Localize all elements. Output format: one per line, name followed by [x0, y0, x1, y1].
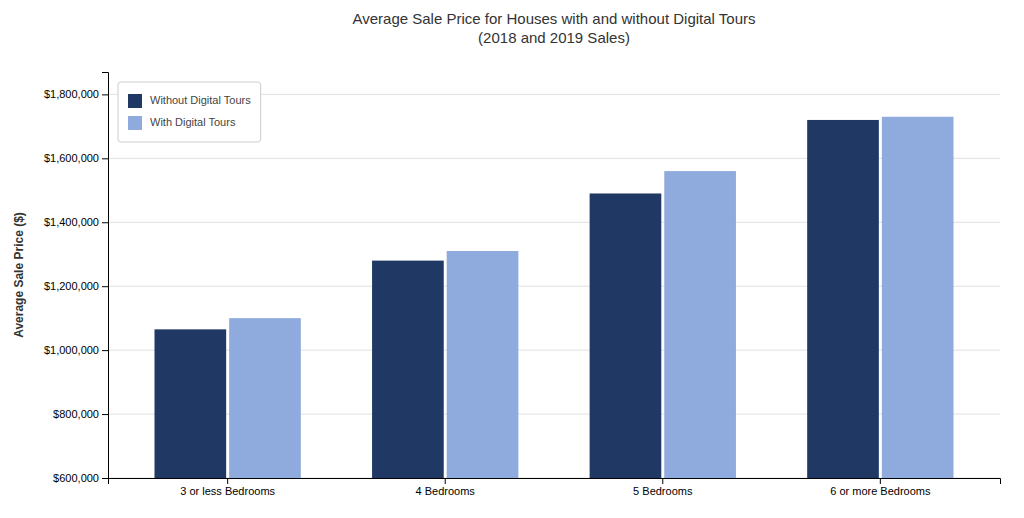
chart-svg: $600,000 $800,000 $1,000,000 $1,200,000 $1,4…	[0, 0, 1024, 518]
y-axis-line	[102, 73, 109, 479]
x-tick-mark	[445, 478, 446, 484]
legend-item: Without Digital Tours	[128, 94, 251, 108]
title-line: Average Sale Price for Houses with and w…	[353, 10, 756, 27]
bar	[664, 171, 736, 478]
legend-item: With Digital Tours	[128, 116, 236, 130]
x-tick-label: 3 or less Bedrooms	[180, 485, 275, 497]
bar-series	[154, 120, 878, 478]
y-tick: $1,400,000	[44, 216, 108, 228]
y-tick: $800,000	[53, 408, 108, 420]
y-tick-mark	[102, 286, 108, 287]
bar	[807, 120, 879, 478]
y-axis: $600,000 $800,000 $1,000,000 $1,200,000 $1,4…	[44, 73, 109, 485]
bar	[229, 318, 301, 478]
x-tick-label: 5 Bedrooms	[633, 485, 693, 497]
y-tick-mark	[102, 222, 108, 223]
y-tick: $1,600,000	[44, 152, 108, 164]
x-tick-label: 4 Bedrooms	[416, 485, 476, 497]
x-tick-mark	[662, 478, 663, 484]
y-tick: $1,000,000	[44, 344, 108, 356]
legend-label: Without Digital Tours	[150, 94, 251, 106]
y-tick-mark	[102, 158, 108, 159]
y-tick-label: $800,000	[53, 408, 99, 420]
x-tick-mark	[227, 478, 228, 484]
y-tick: $1,200,000	[44, 280, 108, 292]
bar	[447, 251, 519, 478]
y-tick-mark	[102, 94, 108, 95]
bar	[590, 193, 662, 478]
legend-box	[118, 82, 261, 142]
x-tick: 6 or more Bedrooms	[830, 478, 931, 497]
title-line: (2018 and 2019 Sales)	[478, 29, 630, 46]
y-tick-mark	[102, 414, 108, 415]
legend-label: With Digital Tours	[150, 116, 236, 128]
title: Average Sale Price for Houses with and w…	[353, 10, 756, 46]
x-tick: 5 Bedrooms	[633, 478, 693, 497]
legend-swatch	[128, 116, 142, 130]
y-tick-label: $1,000,000	[44, 344, 99, 356]
y-tick-label: $1,400,000	[44, 216, 99, 228]
y-tick-label: $1,800,000	[44, 88, 99, 100]
x-axis-line	[109, 479, 1001, 485]
bars	[154, 117, 953, 478]
bar	[882, 117, 954, 478]
bar	[154, 329, 226, 478]
y-tick: $1,800,000	[44, 88, 108, 100]
y-tick: $600,000	[53, 472, 108, 484]
y-tick-label: $600,000	[53, 472, 99, 484]
x-tick: 4 Bedrooms	[416, 478, 476, 497]
y-axis-title: Average Sale Price ($)	[12, 212, 26, 338]
bar-series	[229, 117, 953, 478]
plot: $600,000 $800,000 $1,000,000 $1,200,000 $1,4…	[44, 73, 1001, 518]
x-tick: 3 or less Bedrooms	[180, 478, 275, 497]
y-tick-label: $1,600,000	[44, 152, 99, 164]
legend-swatch	[128, 94, 142, 108]
bar	[372, 261, 444, 478]
x-axis: 3 or less Bedrooms 4 Bedrooms 5 Bedrooms 6 …	[109, 478, 1001, 497]
y-tick-label: $1,200,000	[44, 280, 99, 292]
x-tick-label: 6 or more Bedrooms	[830, 485, 931, 497]
y-tick-mark	[102, 350, 108, 351]
y-tick-mark	[102, 478, 108, 479]
legend: Without Digital Tours With Digital Tours	[118, 82, 261, 142]
legend-items: Without Digital Tours With Digital Tours	[128, 94, 251, 130]
x-tick-mark	[880, 478, 881, 484]
